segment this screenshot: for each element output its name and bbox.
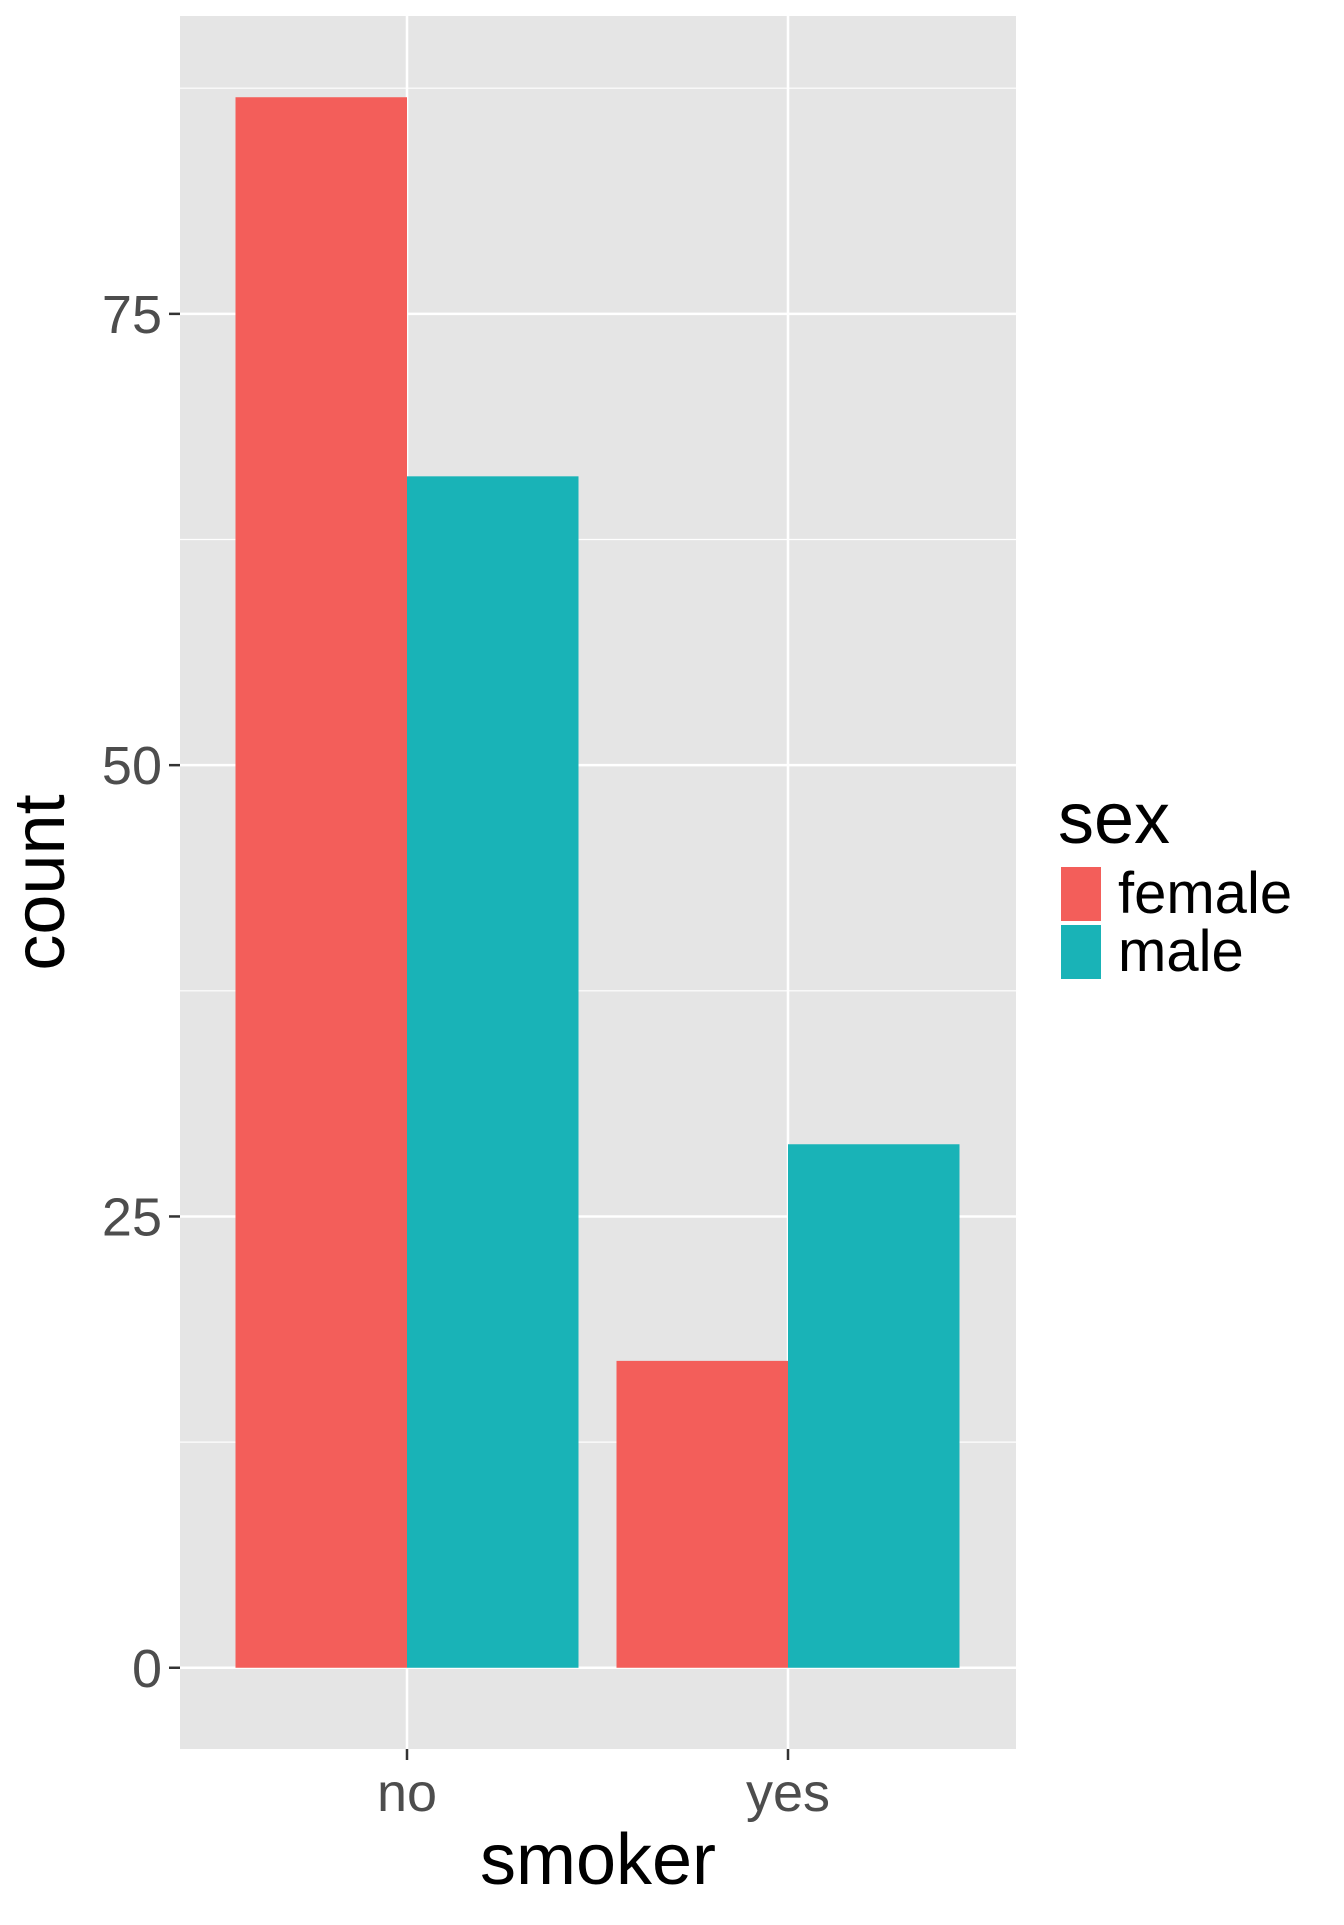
bar-male-yes: [788, 1144, 960, 1668]
x-axis: no yes: [377, 1749, 830, 1823]
legend-title: sex: [1058, 779, 1170, 859]
y-tick-label: 50: [102, 736, 162, 796]
legend-key-male: [1059, 923, 1103, 981]
y-axis-title: count: [0, 794, 80, 970]
bars: [235, 97, 960, 1668]
x-axis-title: smoker: [480, 1820, 716, 1900]
y-tick-label: 0: [132, 1639, 162, 1699]
bar-female-yes: [616, 1360, 788, 1668]
x-tick-label: yes: [746, 1763, 830, 1823]
y-tick-label: 75: [102, 285, 162, 345]
x-tick-label: no: [377, 1763, 437, 1823]
legend-label-male: male: [1118, 919, 1244, 984]
legend-key-female: [1059, 865, 1103, 923]
bar-female-no: [235, 97, 407, 1668]
bar-male-no: [407, 476, 579, 1668]
y-axis: 0 25 50 75: [102, 285, 180, 1699]
y-tick-label: 25: [102, 1187, 162, 1247]
legend-label-female: female: [1118, 861, 1292, 926]
